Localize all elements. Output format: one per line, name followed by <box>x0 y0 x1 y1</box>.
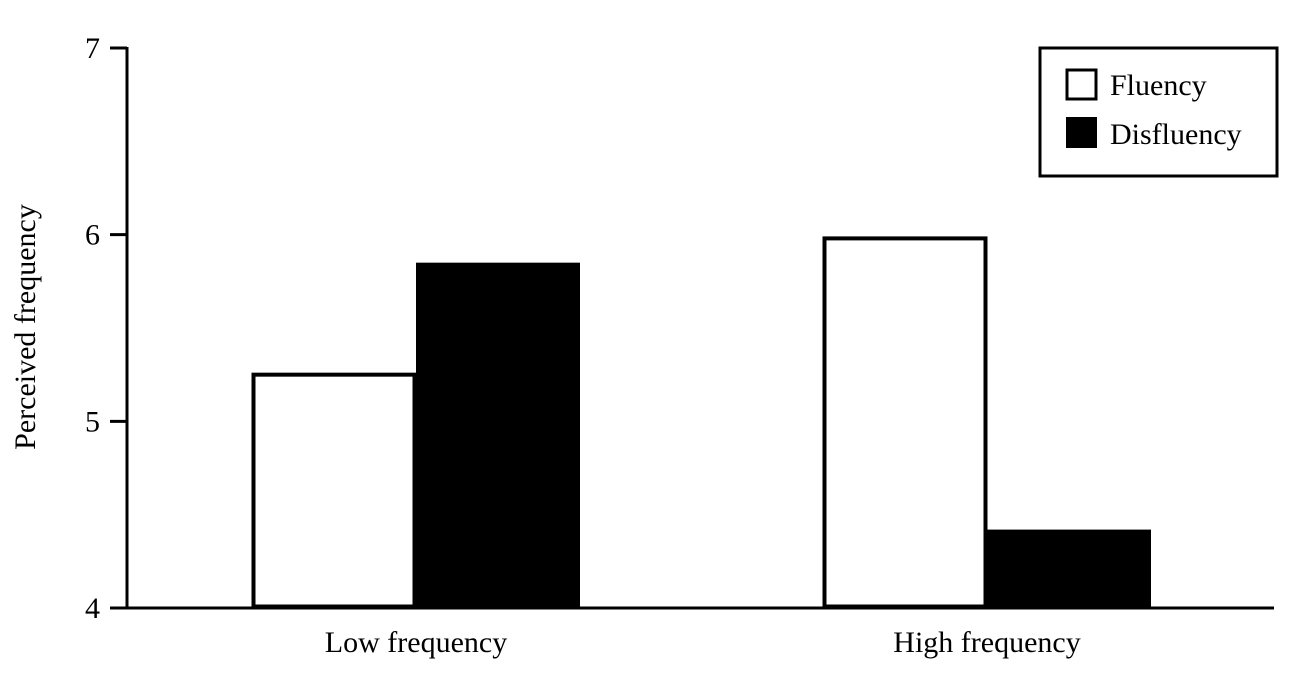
legend-swatch-fluency <box>1065 68 1098 101</box>
legend-swatch-disfluency <box>1066 117 1097 148</box>
x-category-label: High frequency <box>893 626 1080 659</box>
category-labels: Low frequency High frequency <box>325 626 1081 659</box>
y-ticks: 4 5 6 7 <box>85 32 127 625</box>
bar-fluency-high-frequency <box>822 236 988 609</box>
legend: Fluency Disfluency <box>1038 46 1279 178</box>
bars <box>251 236 1151 609</box>
y-axis-title: Perceived frequency <box>9 204 42 450</box>
y-tick-label: 4 <box>85 592 100 625</box>
bar-fluency-low-frequency <box>251 372 417 609</box>
y-tick-label: 7 <box>85 32 100 65</box>
legend-label-fluency: Fluency <box>1110 69 1207 102</box>
legend-label-disfluency: Disfluency <box>1110 118 1242 151</box>
bar-disfluency-low-frequency <box>416 262 580 608</box>
y-tick-label: 5 <box>85 405 100 438</box>
y-tick-label: 6 <box>85 219 100 252</box>
bar-disfluency-high-frequency <box>987 529 1151 608</box>
legend-box <box>1038 46 1279 178</box>
x-category-label: Low frequency <box>325 626 507 659</box>
